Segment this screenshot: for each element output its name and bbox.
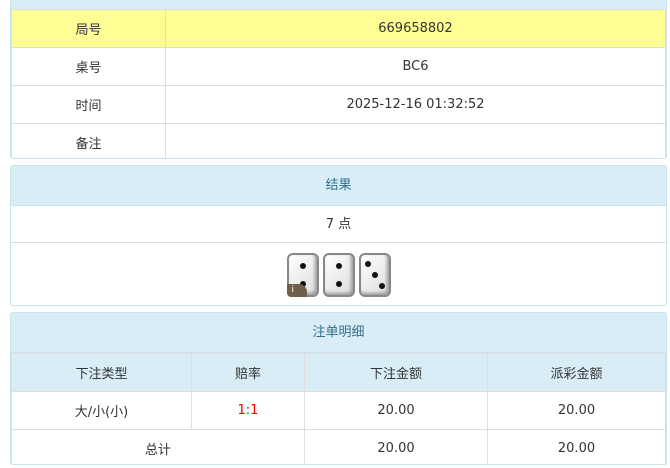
info-icon[interactable]: i [286,284,307,297]
label: 桌号 [11,47,166,86]
value [165,123,666,158]
header-odds: 赔率 [191,353,305,392]
result-panel: 结果 7 点 i [10,165,667,306]
total-row: 总计 20.00 20.00 [11,429,666,464]
label: 时间 [11,85,166,124]
bet-payout: 20.00 [487,391,666,430]
info-table: 局号 669658802 桌号 BC6 时间 2025-12-16 01:32:52 … [11,9,666,158]
die-2 [322,253,355,297]
row-table: 桌号 BC6 [11,47,666,86]
bet-type: 大/小(小) [11,391,192,430]
bet-amount: 20.00 [304,391,488,430]
bet-detail-panel: 注单明细 下注类型 赔率 下注金额 派彩金额 大/小(小) 1:1 20.00 … [10,312,667,465]
value: 2025-12-16 01:32:52 [165,85,666,124]
total-payout: 20.00 [487,429,666,464]
total-amount: 20.00 [304,429,488,464]
bet-detail-title: 注单明细 [11,313,666,353]
bet-table: 下注类型 赔率 下注金额 派彩金额 大/小(小) 1:1 20.00 20.00… [11,353,666,464]
row-round: 局号 669658802 [11,9,666,48]
table-row: 大/小(小) 1:1 20.00 20.00 [11,391,666,430]
result-title: 结果 [11,166,666,206]
row-note: 备注 [11,123,666,158]
header-payout: 派彩金额 [487,353,666,392]
bet-table-header: 下注类型 赔率 下注金额 派彩金额 [11,353,666,392]
bet-odds: 1:1 [191,391,305,430]
top-strip: 局号 669658802 桌号 BC6 时间 2025-12-16 01:32:52 … [10,0,667,159]
die-2: i [286,253,319,297]
total-label: 总计 [11,429,305,464]
die-3 [358,253,391,297]
result-points: 7 点 [11,206,666,243]
value: 669658802 [165,9,666,48]
label: 局号 [11,9,166,48]
header-amount: 下注金额 [304,353,488,392]
header-type: 下注类型 [11,353,192,392]
row-time: 时间 2025-12-16 01:32:52 [11,85,666,124]
label: 备注 [11,123,166,158]
dice-row: i [11,243,666,305]
value: BC6 [165,47,666,86]
